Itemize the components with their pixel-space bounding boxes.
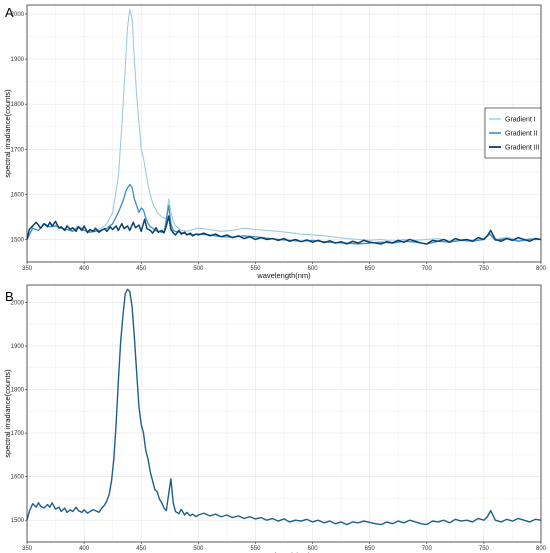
x-tick-label: 550: [250, 266, 261, 272]
x-tick-label: 500: [193, 546, 204, 552]
x-tick-label: 650: [365, 546, 376, 552]
x-tick-label: 750: [479, 266, 490, 272]
x-tick-label: 550: [250, 546, 261, 552]
y-tick-label: 1900: [11, 57, 25, 63]
x-tick-label: 700: [422, 546, 433, 552]
y-tick-label: 1600: [11, 475, 25, 481]
x-tick-label: 450: [136, 266, 147, 272]
y-tick-label: 1900: [11, 344, 25, 350]
y-tick-label: 1700: [11, 431, 25, 437]
x-axis-title: wavelength(nm): [256, 551, 311, 553]
x-tick-label: 600: [308, 546, 319, 552]
x-tick-label: 500: [193, 266, 204, 272]
y-tick-label: 1500: [11, 237, 25, 243]
x-tick-label: 800: [536, 546, 547, 552]
x-tick-label: 350: [22, 546, 33, 552]
x-tick-label: 450: [136, 546, 147, 552]
series-line: [26, 288, 542, 526]
y-tick-label: 1800: [11, 102, 25, 108]
legend-label: Gradient III: [505, 145, 540, 152]
x-tick-label: 400: [79, 546, 90, 552]
y-tick-label: 1600: [11, 192, 25, 198]
legend-label: Gradient I: [505, 117, 536, 124]
x-tick-label: 400: [79, 266, 90, 272]
grid: [26, 285, 542, 543]
y-tick-label: 1700: [11, 147, 25, 153]
y-tick-label: 2000: [11, 12, 25, 18]
x-tick-label: 750: [479, 546, 490, 552]
x-tick-label: 700: [422, 266, 433, 272]
y-tick-label: 2000: [11, 300, 25, 306]
x-axis-title: wavelength(nm): [256, 271, 311, 280]
legend-label: Gradient II: [505, 131, 538, 138]
grid: [26, 5, 542, 263]
x-tick-label: 600: [308, 266, 319, 272]
y-tick-label: 1800: [11, 388, 25, 394]
panel-label: B: [5, 289, 14, 304]
y-tick-label: 1500: [11, 518, 25, 524]
panel-b: B 350 400 450 500 550 600 650 700 750 800 1500 1600 1…: [3, 284, 547, 553]
x-tick-label: 800: [536, 266, 547, 272]
plot-frame: [26, 284, 542, 543]
panel-label: A: [5, 5, 14, 20]
series-line-gradient-iii: [26, 215, 542, 245]
x-tick-label: 350: [22, 266, 33, 272]
panel-a: A 350 400 450 500 550 600 650 700 750 800 1500 1600 1…: [3, 4, 547, 280]
y-axis-title: spectral irradiance(counts): [3, 89, 12, 178]
y-axis-title: spectral irradiance(counts): [3, 369, 12, 458]
legend: Gradient I Gradient II Gradient III: [484, 107, 542, 159]
x-tick-label: 650: [365, 266, 376, 272]
